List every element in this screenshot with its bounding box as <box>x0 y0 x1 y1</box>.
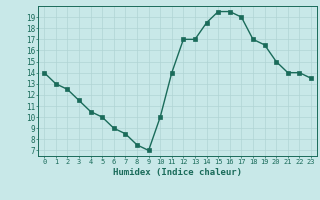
X-axis label: Humidex (Indice chaleur): Humidex (Indice chaleur) <box>113 168 242 177</box>
